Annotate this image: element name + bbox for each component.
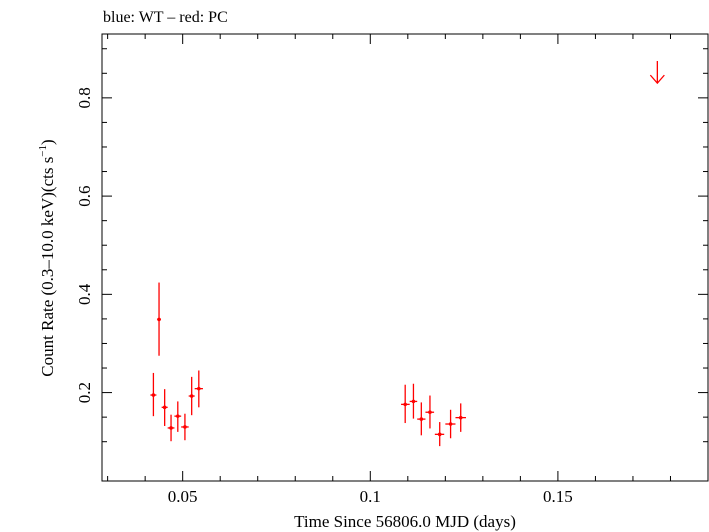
data-point <box>409 383 418 419</box>
y-tick-label: 0.4 <box>75 283 94 305</box>
x-axis-ticks: 0.05 0.1 0.15 <box>107 34 709 506</box>
data-point <box>434 422 445 447</box>
data-point <box>188 376 195 416</box>
y-tick-label: 0.2 <box>75 382 94 403</box>
data-point <box>425 395 435 429</box>
upper-limit <box>649 61 665 85</box>
y-axis-label: Count Rate (0.3–10.0 keV)(cts s−1) <box>37 139 57 376</box>
x-tick-label: 0.1 <box>360 487 381 506</box>
y-tick-label: 0.8 <box>75 87 94 108</box>
data-point <box>157 282 161 356</box>
x-axis-label: Time Since 56806.0 MJD (days) <box>294 512 516 531</box>
data-point <box>161 389 168 426</box>
data-point <box>194 370 203 408</box>
data-marker <box>183 425 187 429</box>
data-point <box>401 384 410 424</box>
data-points <box>150 61 665 447</box>
data-marker <box>419 417 424 421</box>
data-marker <box>169 426 173 430</box>
data-marker <box>157 317 161 322</box>
data-marker <box>411 399 416 404</box>
data-point <box>167 414 175 442</box>
upper-limit-arrowhead <box>649 74 665 85</box>
data-marker <box>189 394 194 398</box>
data-point <box>455 403 466 432</box>
data-marker <box>428 410 432 415</box>
data-marker <box>458 415 463 420</box>
data-point <box>174 401 182 432</box>
data-marker <box>175 414 180 418</box>
x-tick-label: 0.05 <box>168 487 198 506</box>
y-axis-ticks: 0.2 0.4 0.6 0.8 <box>75 48 708 443</box>
data-marker <box>151 393 156 397</box>
data-point <box>181 413 189 441</box>
y-axis-label-sup: −1 <box>37 145 49 157</box>
data-marker <box>437 432 442 437</box>
data-point <box>150 372 157 417</box>
data-marker <box>403 402 407 407</box>
y-tick-label: 0.6 <box>75 185 94 206</box>
data-marker <box>448 422 453 426</box>
y-axis-label-end: ) <box>38 139 57 145</box>
data-point <box>417 402 426 436</box>
data-marker <box>197 386 201 391</box>
data-marker <box>162 405 167 410</box>
data-point <box>445 409 456 439</box>
chart-title: blue: WT – red: PC <box>103 9 228 26</box>
x-tick-label: 0.15 <box>543 487 573 506</box>
y-axis-label-main: Count Rate (0.3–10.0 keV)(cts s <box>38 157 57 377</box>
plot-frame <box>101 33 709 482</box>
